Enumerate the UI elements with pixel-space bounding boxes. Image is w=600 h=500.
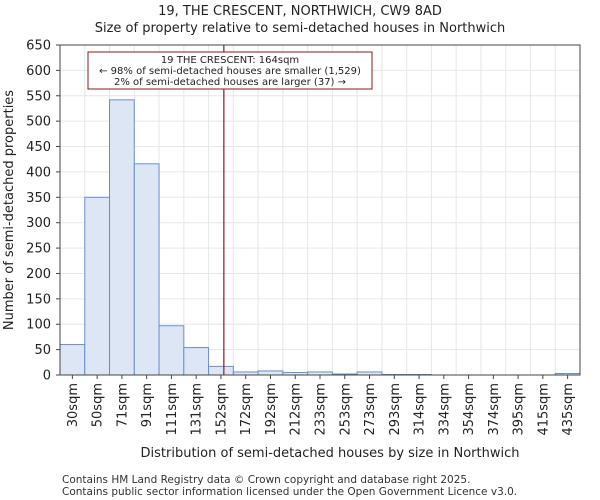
x-tick-label: 253sqm [338,383,353,436]
y-tick-label: 300 [26,216,51,231]
footer-line-1: Contains HM Land Registry data © Crown c… [62,474,471,486]
y-tick-label: 350 [26,191,51,206]
bars [59,99,581,376]
y-tick-label: 450 [26,140,51,155]
x-tick-label: 212sqm [289,383,304,436]
y-tick-label: 200 [26,267,51,282]
x-tick-label: 50sqm [91,383,106,427]
bar [59,344,86,376]
annotation-line: 19 THE CRESCENT: 164sqm [161,55,299,66]
y-tick-label: 550 [26,89,51,104]
x-tick-label: 314sqm [413,383,428,436]
bar [109,99,135,376]
x-tick-label: 354sqm [462,383,477,436]
bar [84,196,111,376]
x-tick-label: 293sqm [388,383,403,436]
x-tick-label: 435sqm [561,383,576,436]
bar [133,163,160,376]
y-tick-label: 400 [26,165,51,180]
chart-subtitle: Size of property relative to semi-detach… [94,21,506,36]
histogram-chart: 050100150200250300350400450500550600650 … [2,39,581,461]
bar [183,347,210,376]
x-tick-label: 71sqm [115,383,130,427]
annotation-box: 19 THE CRESCENT: 164sqm← 98% of semi-det… [87,51,373,90]
y-tick-label: 600 [26,64,51,79]
x-tick-label: 111sqm [165,383,180,436]
x-tick-label: 334sqm [437,383,452,436]
annotation-frame [87,51,373,90]
y-tick-label: 100 [26,318,51,333]
footer-line-2: Contains public sector information licen… [62,486,518,498]
x-tick-label: 172sqm [239,383,254,436]
x-axis-label: Distribution of semi-detached houses by … [141,446,520,461]
y-axis-label: Number of semi-detached properties [2,90,17,330]
bar [257,370,284,376]
x-tick-label: 415sqm [536,383,551,436]
chart-title: 19, THE CRESCENT, NORTHWICH, CW9 8AD [158,4,442,19]
y-tick-label: 500 [26,115,51,130]
x-tick-label: 192sqm [264,383,279,436]
y-tick-label: 50 [34,343,51,358]
y-tick-label: 0 [43,369,51,384]
y-tick-labels: 0 50 100 150 200 250 300 350 400 450 500 550 600 650 [26,39,60,384]
bar [158,325,185,376]
x-tick-label: 395sqm [512,383,527,436]
x-tick-label: 273sqm [363,383,378,436]
x-tick-label: 91sqm [140,383,155,427]
x-tick-label: 131sqm [190,383,205,436]
y-tick-label: 650 [26,39,51,54]
x-tick-labels: 30sqm 50sqm 71sqm 91sqm 111sqm 131sqm 152sqm 17… [66,375,576,436]
annotation-line: 2% of semi-detached houses are larger (3… [114,77,346,88]
x-tick-label: 152sqm [214,383,229,436]
annotation-line: ← 98% of semi-detached houses are smalle… [99,66,361,77]
y-tick-label: 250 [26,242,51,257]
x-tick-label: 30sqm [66,383,81,427]
y-tick-label: 150 [26,292,51,307]
x-tick-label: 233sqm [314,383,329,436]
bar [208,365,234,376]
x-tick-label: 374sqm [487,383,502,436]
